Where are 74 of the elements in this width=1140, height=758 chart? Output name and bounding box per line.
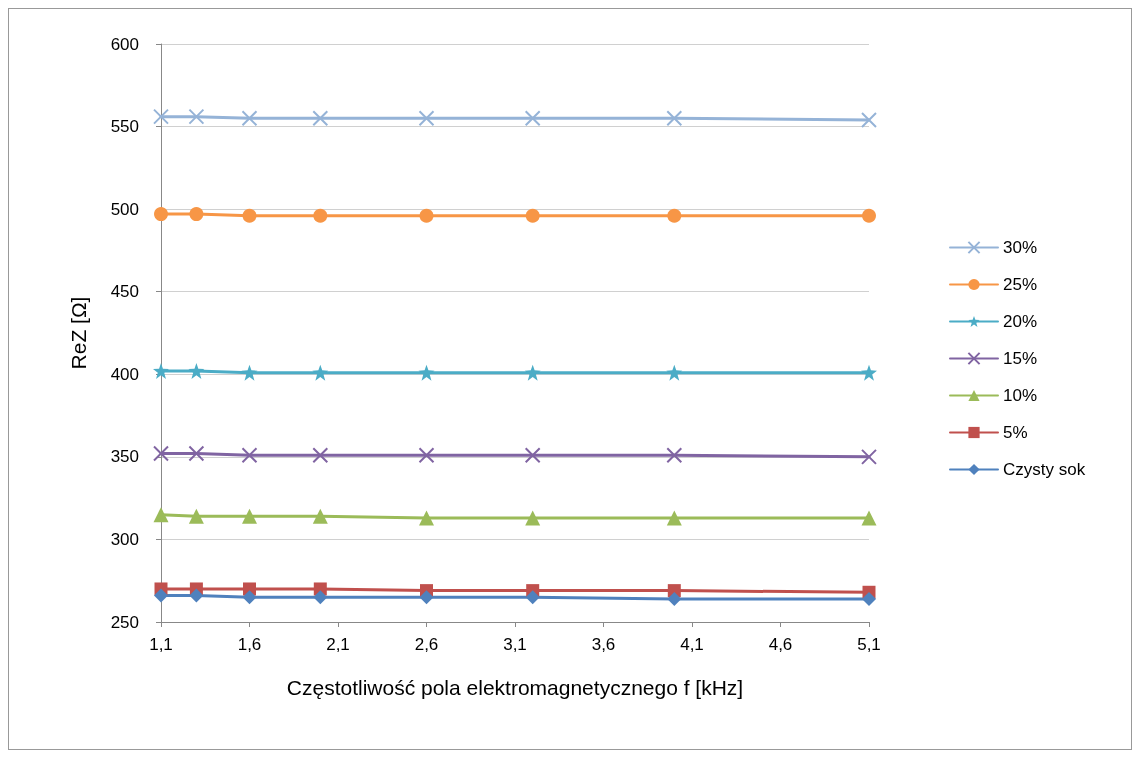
point	[419, 510, 434, 526]
point	[242, 508, 257, 524]
y-tick-label: 250	[110, 612, 139, 632]
point	[524, 447, 541, 464]
point	[861, 510, 877, 526]
point	[419, 208, 434, 223]
y-tick-label: 500	[110, 199, 139, 219]
point	[861, 111, 877, 128]
point	[861, 448, 877, 465]
point	[312, 447, 329, 464]
point	[861, 364, 877, 381]
point	[188, 445, 205, 462]
point	[241, 447, 258, 464]
x-tick-label: 1,6	[237, 635, 262, 654]
point	[189, 207, 204, 222]
x-tick-label: 1,1	[149, 635, 173, 654]
y-tick-label: 400	[110, 364, 139, 384]
x-tick-label: 2,6	[414, 635, 439, 654]
point	[312, 110, 329, 127]
x-axis-title: Częstotliwość pola elektromagnetycznego f [kHz]	[286, 676, 744, 699]
point	[418, 447, 435, 464]
y-tick-label: 600	[110, 34, 139, 54]
point	[153, 445, 169, 462]
point	[666, 364, 683, 381]
y-tick-label: 550	[110, 117, 139, 137]
x-tick-label: 2,1	[326, 635, 350, 654]
point	[153, 362, 169, 379]
point	[153, 108, 169, 125]
x-tick-label: 4,1	[680, 635, 704, 654]
legend-label: 5%	[1003, 423, 1028, 442]
y-axis-title: ReZ [Ω]	[67, 296, 90, 370]
point	[667, 208, 682, 223]
y-tick-label: 350	[110, 447, 139, 467]
point	[525, 590, 540, 605]
x-tick-label: 5,1	[857, 635, 881, 654]
x-tick-label: 4,6	[768, 635, 793, 654]
x-tick-label: 3,1	[503, 635, 527, 654]
point	[419, 590, 434, 605]
point	[666, 447, 683, 464]
point	[313, 590, 328, 605]
y-tick-label: 300	[110, 529, 139, 549]
point	[667, 591, 682, 606]
point	[242, 208, 257, 223]
point	[188, 108, 205, 125]
point	[312, 508, 328, 524]
point	[524, 364, 541, 381]
legend-label: 30%	[1003, 238, 1038, 257]
legend-label: Czysty sok	[1003, 460, 1086, 479]
point	[154, 207, 168, 222]
point	[666, 510, 682, 526]
point	[154, 588, 168, 603]
point	[242, 590, 257, 605]
point	[525, 208, 540, 223]
legend-label: 10%	[1003, 386, 1038, 405]
y-tick-label: 450	[110, 282, 139, 302]
point	[312, 364, 329, 381]
point	[418, 110, 435, 127]
x-tick-label: 3,6	[591, 635, 616, 654]
point	[524, 110, 541, 127]
legend-label: 25%	[1003, 275, 1038, 294]
point	[313, 208, 328, 223]
point	[188, 508, 204, 524]
point	[153, 507, 169, 523]
point	[862, 208, 876, 223]
point	[862, 591, 876, 606]
legend-label: 20%	[1003, 312, 1038, 331]
point	[188, 362, 205, 379]
point	[241, 364, 258, 381]
point	[189, 588, 204, 603]
legend-label: 15%	[1003, 349, 1038, 368]
point	[666, 110, 683, 127]
point	[525, 510, 541, 526]
point	[241, 110, 258, 127]
point	[418, 364, 435, 381]
